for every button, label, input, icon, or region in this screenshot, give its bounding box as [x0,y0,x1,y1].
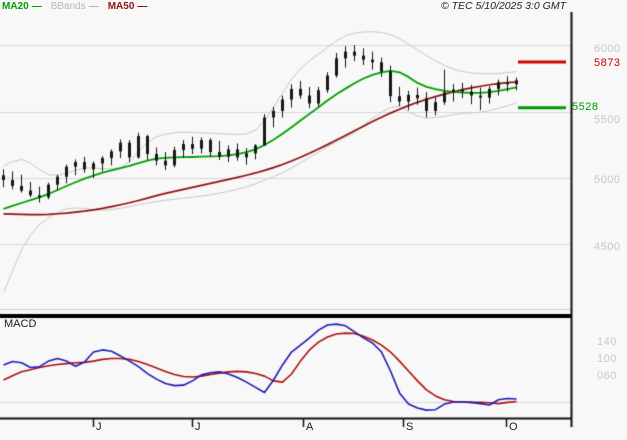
month-label-june: J [96,421,102,433]
price-label-4500: 4500 [594,241,621,253]
legend-ma20-label: MA20 [2,1,29,12]
price-label-6000: 6000 [594,43,621,55]
month-label-august: A [306,421,314,433]
legend-bbands-label: BBands [50,1,86,12]
legend-ma50-label: MA50 [107,1,135,12]
support-price-label: 5528 [572,101,599,113]
legend-item-ma50: MA50 — [108,2,148,12]
month-label-july: J [195,421,201,433]
legend-item-bbands: BBands — [51,2,99,12]
resistance-price-label: 5873 [594,57,621,69]
macd-scale-label-140: 140 [597,336,617,348]
ma50-line-swatch: — [137,1,148,12]
legend: MA20 — BBands — MA50 — [2,2,147,12]
macd-panel-label: MACD [4,318,37,330]
price-label-5000: 5000 [594,174,621,186]
month-label-september: S [406,421,414,433]
macd-scale-label-100: 100 [597,353,617,365]
ma20-line-swatch: — [31,1,42,12]
month-label-october: O [509,421,518,433]
price-label-5500: 5500 [594,114,621,126]
bbands-line-swatch: — [88,1,99,12]
macd-scale-label-060: 060 [597,370,617,382]
copyright-text: © TEC 5/10/2025 3:0 GMT [440,0,566,12]
legend-item-ma20: MA20 — [2,2,42,12]
